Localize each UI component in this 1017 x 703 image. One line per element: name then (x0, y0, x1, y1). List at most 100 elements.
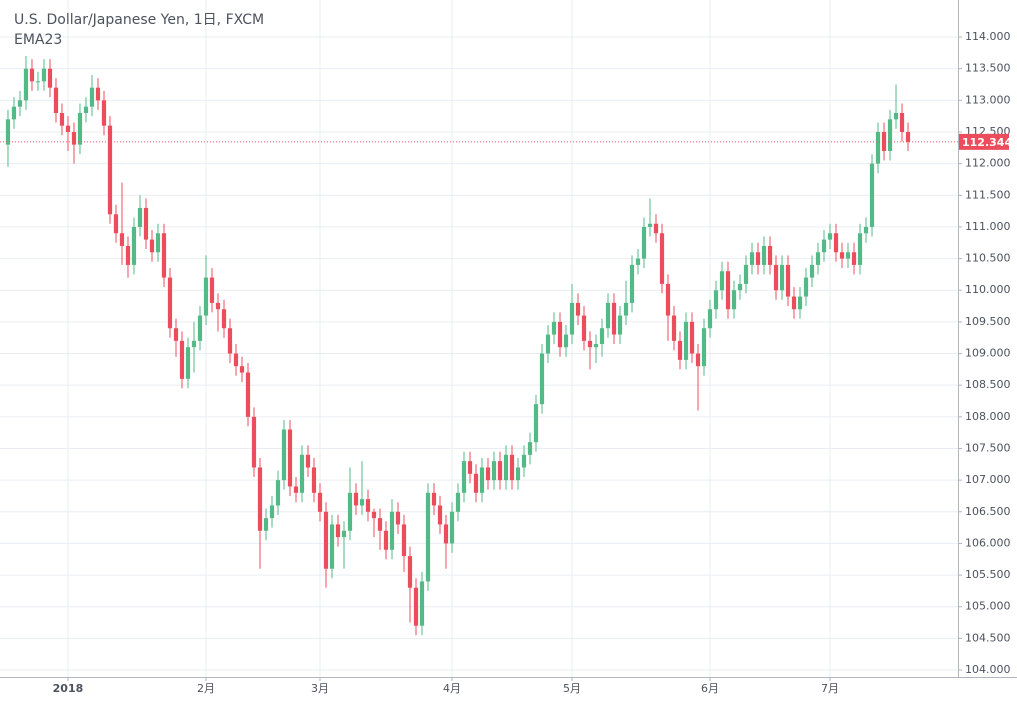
candle-body (725, 271, 731, 310)
candle-body (833, 233, 839, 253)
y-tick-label: 104.500 (965, 631, 1011, 644)
candle-body (155, 233, 161, 253)
candle-body (59, 112, 65, 126)
candle-body (83, 106, 89, 113)
candle-body (737, 283, 743, 291)
y-tick-label: 109.000 (965, 347, 1011, 360)
candle-body (5, 119, 11, 145)
y-tick-label: 106.500 (965, 505, 1011, 518)
y-tick-label: 106.000 (965, 536, 1011, 549)
y-tick-label: 113.500 (965, 62, 1011, 75)
candle-body (89, 87, 95, 107)
candle-body (215, 302, 221, 310)
candle-body (875, 131, 881, 164)
candle-body (641, 226, 647, 259)
candle-body (527, 442, 533, 455)
candle-body (161, 233, 167, 278)
candle-body (509, 454, 515, 481)
candle-body (53, 87, 59, 113)
candle-body (695, 353, 701, 367)
candle-body (233, 353, 239, 367)
candle-body (65, 125, 71, 132)
last-price-label: 112.344 (962, 136, 1012, 149)
candle-body (671, 315, 677, 341)
candle-body (653, 223, 659, 234)
candle-body (515, 467, 521, 481)
candle-body (545, 334, 551, 354)
candle-body (869, 163, 875, 227)
candle-body (203, 277, 209, 316)
x-tick-label: 5月 (563, 682, 581, 695)
x-tick-label: 7月 (821, 682, 839, 695)
candle-body (575, 302, 581, 316)
candle-body (413, 587, 419, 626)
candle-body (611, 302, 617, 335)
candle-body (341, 530, 347, 538)
candle-body (851, 252, 857, 265)
candle-body (239, 366, 245, 373)
candle-body (101, 100, 107, 126)
candle-body (113, 214, 119, 234)
y-tick-label: 114.000 (965, 30, 1011, 43)
candle-body (677, 340, 683, 360)
candle-body (539, 353, 545, 405)
indicator-label: EMA23 (14, 32, 62, 48)
candle-body (425, 492, 431, 582)
candle-body (581, 315, 587, 341)
x-tick-label: 6月 (701, 682, 719, 695)
candle-body (359, 499, 365, 506)
candle-body (275, 480, 281, 506)
candle-body (191, 340, 197, 348)
candle-body (173, 328, 179, 341)
y-tick-label: 110.000 (965, 283, 1011, 296)
candle-body (755, 252, 761, 265)
candle-body (683, 321, 689, 360)
candle-body (827, 233, 833, 240)
candle-body (899, 112, 905, 132)
candle-body (245, 372, 251, 417)
candle-body (11, 106, 17, 120)
candle-body (125, 245, 131, 265)
candle-body (557, 321, 563, 348)
y-tick-label: 112.000 (965, 157, 1011, 170)
candle-body (305, 454, 311, 468)
candle-body (707, 309, 713, 329)
candle-body (41, 68, 47, 82)
candle-body (407, 556, 413, 588)
candle-body (647, 223, 653, 227)
candle-body (347, 492, 353, 531)
candle-body (893, 112, 899, 120)
candle-body (185, 347, 191, 379)
candle-body (323, 511, 329, 569)
x-tick-label: 4月 (443, 682, 461, 695)
candle-body (767, 245, 773, 265)
y-tick-label: 111.000 (965, 220, 1011, 233)
candle-body (881, 131, 887, 151)
candle-body (395, 511, 401, 525)
candle-body (491, 461, 497, 481)
candle-body (809, 264, 815, 278)
candle-body (779, 264, 785, 291)
candle-body (35, 81, 41, 83)
candle-body (719, 271, 725, 291)
y-tick-label: 107.500 (965, 441, 1011, 454)
candle-body (455, 492, 461, 512)
axes: 104.000 104.500 105.000 105.500 106.000 106.5… (53, 30, 1013, 695)
candle-body (563, 334, 569, 348)
candle-body (467, 461, 473, 474)
candle-body (773, 264, 779, 291)
grid (0, 0, 958, 677)
candle-body (365, 499, 371, 512)
candle-body (785, 264, 791, 297)
candle-body (443, 524, 449, 544)
candle-body (317, 492, 323, 512)
candle-body (845, 252, 851, 259)
candle-body (473, 473, 479, 493)
candle-body (485, 467, 491, 481)
candle-body (143, 207, 149, 240)
candle-body (887, 119, 893, 151)
candle-body (431, 492, 437, 506)
candle-body (713, 290, 719, 310)
candle-body (401, 524, 407, 557)
